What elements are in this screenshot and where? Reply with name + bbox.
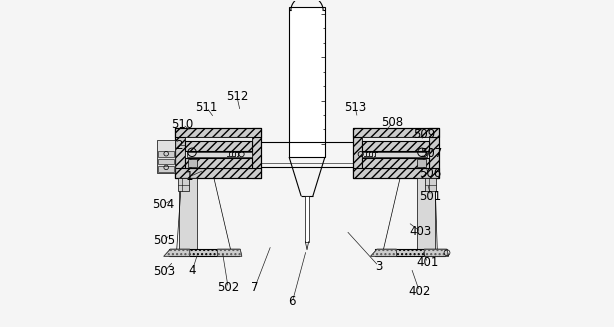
Bar — [375, 249, 445, 256]
Bar — [187, 152, 252, 157]
Bar — [425, 178, 437, 191]
Bar — [185, 141, 252, 151]
Polygon shape — [164, 249, 190, 256]
Text: 7: 7 — [251, 281, 258, 294]
Bar — [157, 141, 175, 173]
Text: 402: 402 — [408, 284, 430, 298]
Text: 3: 3 — [375, 260, 383, 273]
Bar — [177, 178, 189, 191]
Text: 508: 508 — [381, 116, 403, 129]
Bar — [417, 159, 427, 167]
Bar — [175, 128, 262, 137]
Polygon shape — [424, 249, 449, 256]
Text: 504: 504 — [153, 198, 175, 211]
Bar — [175, 128, 262, 178]
Bar — [175, 128, 185, 178]
Bar — [175, 168, 262, 178]
Text: 509: 509 — [413, 128, 435, 141]
Text: 505: 505 — [153, 233, 175, 247]
Text: 6: 6 — [289, 295, 296, 308]
Text: 506: 506 — [419, 167, 441, 181]
Text: 510: 510 — [171, 118, 194, 131]
Text: 512: 512 — [226, 90, 248, 103]
Text: 401: 401 — [416, 256, 438, 269]
Text: 501: 501 — [419, 190, 442, 202]
Bar — [289, 7, 325, 157]
Bar — [352, 168, 439, 178]
Bar — [169, 249, 239, 256]
Text: 502: 502 — [217, 281, 239, 294]
Bar — [158, 159, 174, 164]
Bar — [185, 158, 252, 168]
Bar — [362, 141, 429, 151]
Bar — [417, 178, 435, 249]
Bar — [352, 128, 439, 178]
Text: 1: 1 — [186, 170, 193, 183]
Text: 507: 507 — [421, 147, 443, 160]
Bar — [362, 137, 429, 168]
Polygon shape — [217, 249, 242, 256]
Polygon shape — [370, 249, 397, 256]
Bar — [362, 152, 427, 157]
Text: 503: 503 — [154, 265, 176, 278]
Bar — [179, 178, 197, 249]
Bar — [352, 128, 362, 178]
Bar — [185, 137, 252, 168]
Bar — [305, 196, 309, 242]
Text: 2: 2 — [174, 139, 182, 152]
Bar — [187, 159, 197, 167]
Text: 403: 403 — [410, 225, 432, 238]
Bar — [158, 151, 174, 157]
Bar — [158, 166, 174, 172]
Text: 4: 4 — [188, 264, 196, 277]
Bar — [362, 158, 429, 168]
Text: 513: 513 — [344, 101, 367, 114]
Bar — [429, 128, 439, 178]
Bar — [352, 128, 439, 137]
Text: 511: 511 — [195, 101, 218, 114]
Bar — [252, 128, 262, 178]
